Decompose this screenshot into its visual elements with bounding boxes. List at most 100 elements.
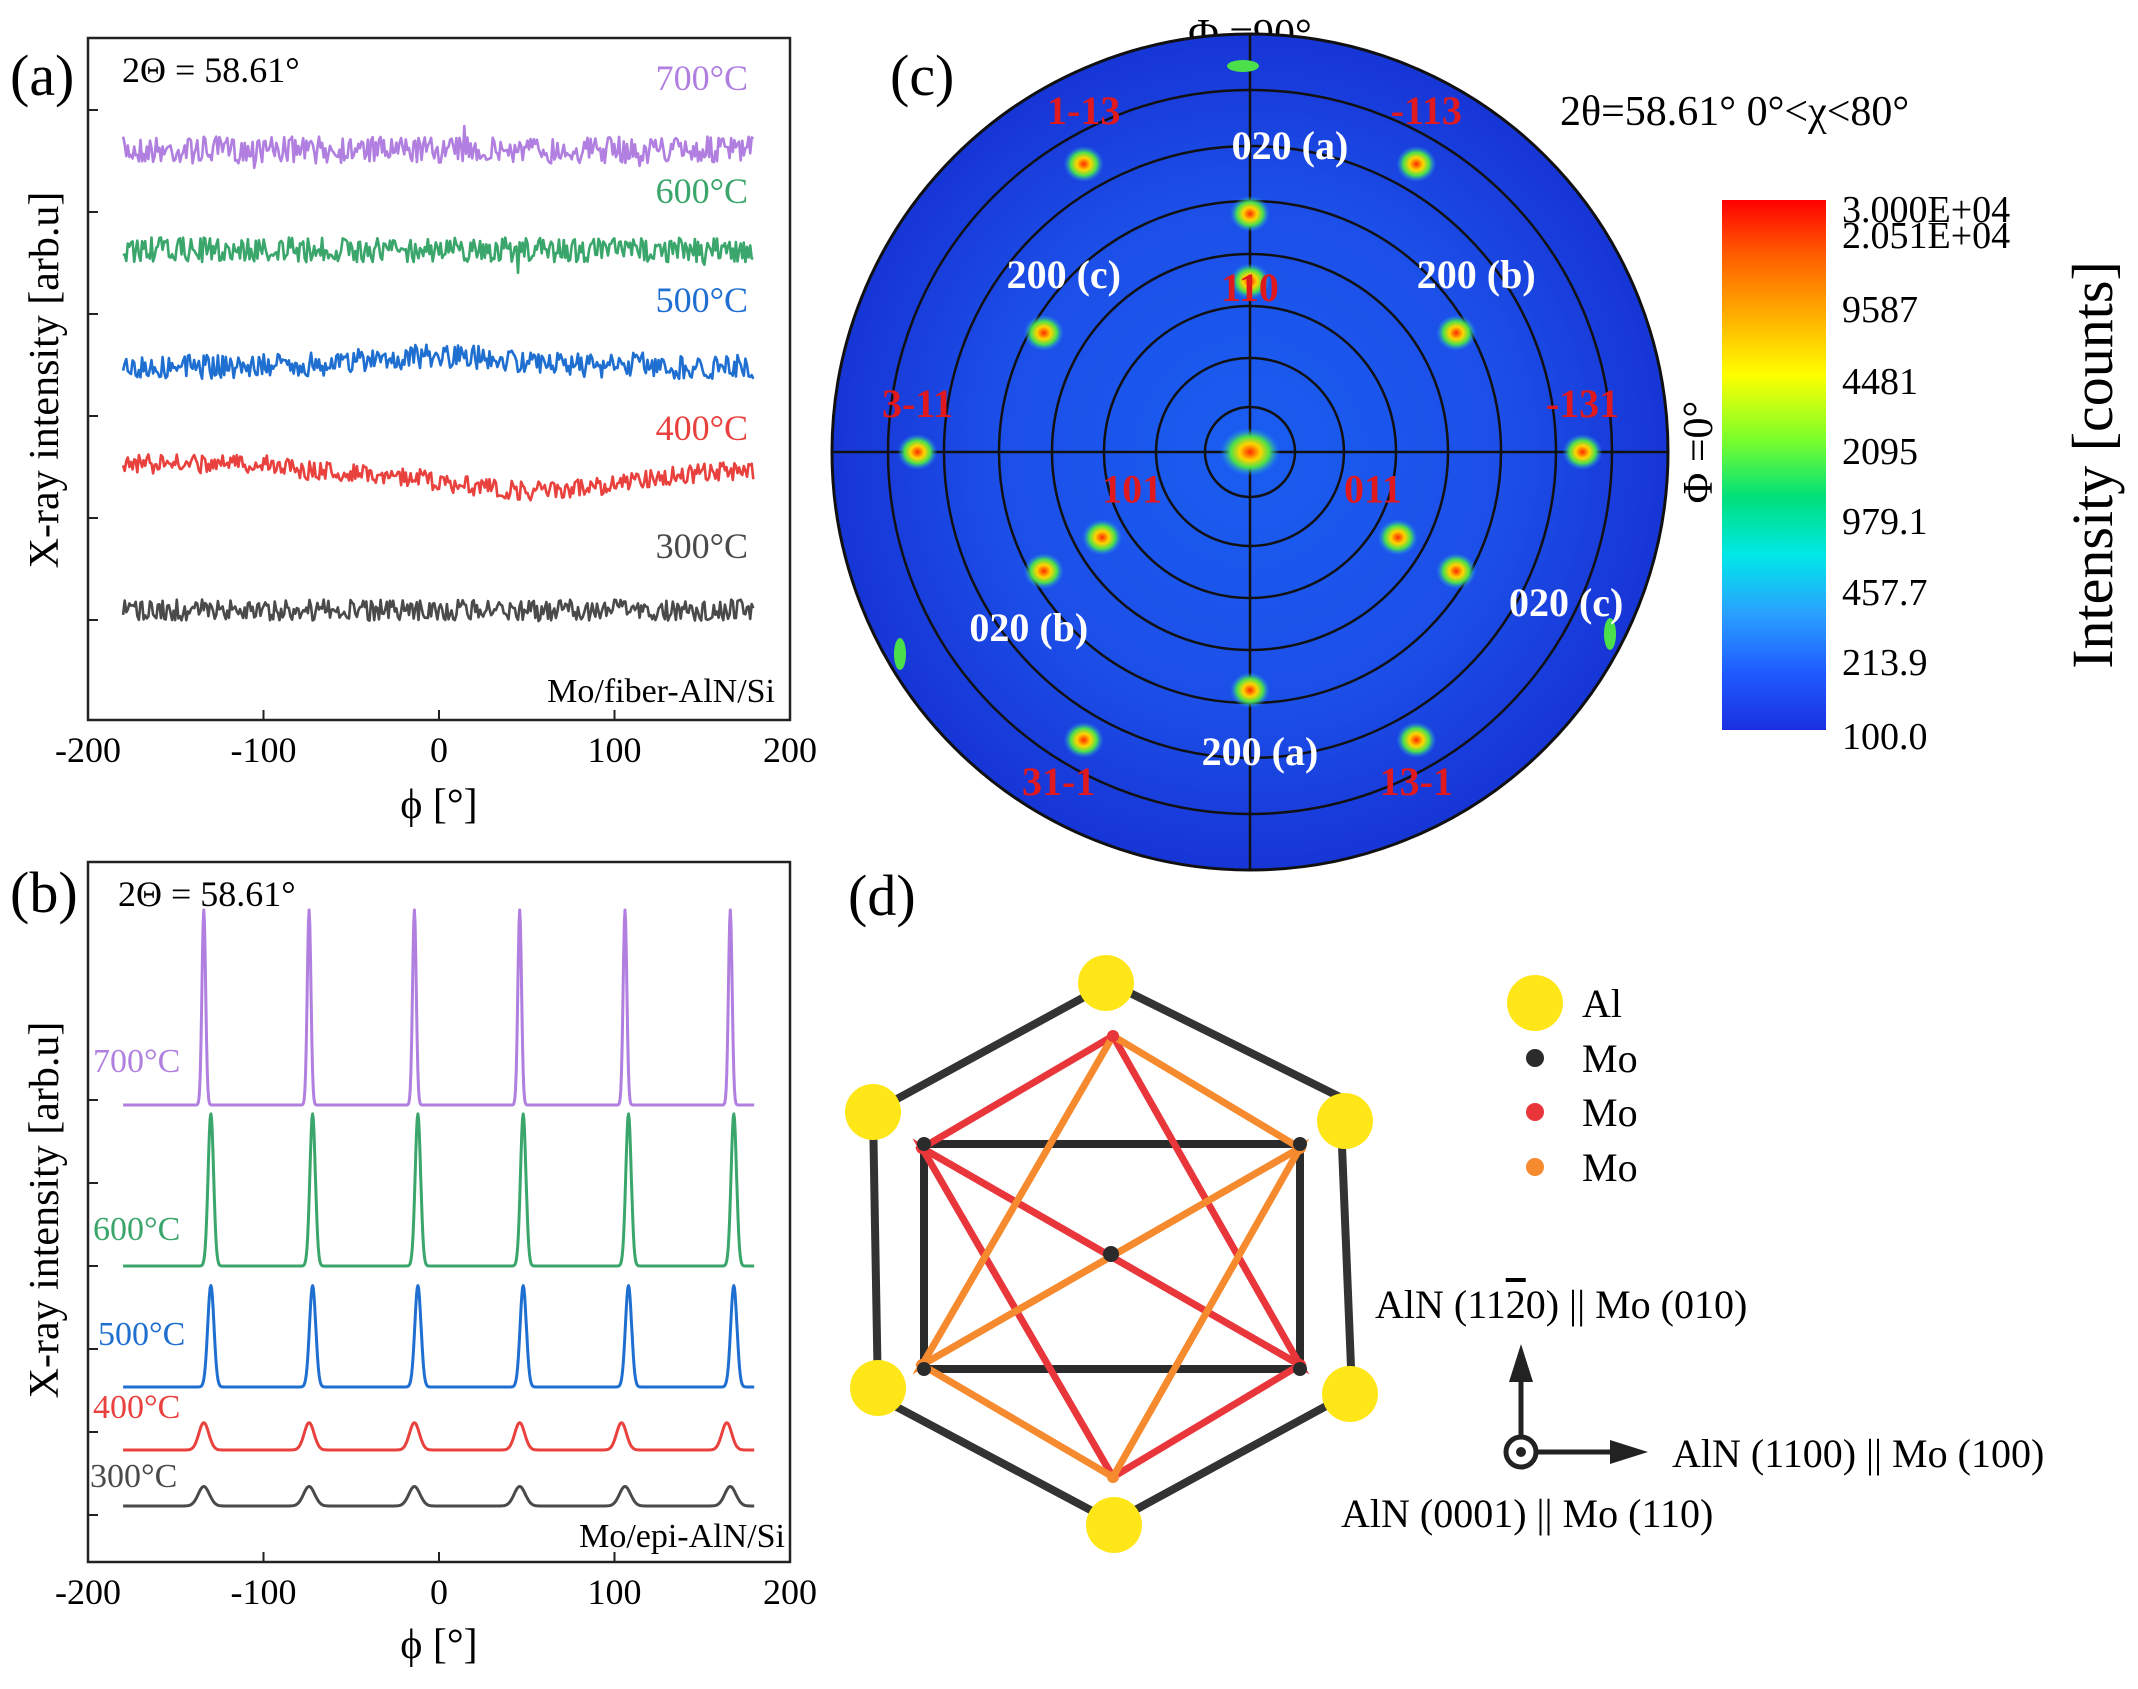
panel-b-series-line (122, 1421, 755, 1452)
pole-figure-spots (894, 60, 1616, 758)
legend-label: Mo (1582, 1145, 1638, 1190)
panel-b-series-label: 600°C (93, 1211, 180, 1248)
panel-a-series-line (121, 453, 755, 502)
pole-label: 31-1 (1022, 759, 1095, 804)
pole-spot (1082, 519, 1123, 556)
mo-orange-triangle-2 (915, 1138, 1310, 1482)
pole-spot-edge (1227, 60, 1259, 72)
pole-spot-edge (1604, 618, 1616, 650)
axis-out-label: AlN (0001) || Mo (110) (1341, 1491, 1713, 1536)
panel-a-xtick-label: 100 (588, 730, 642, 770)
axis-right-arrowhead (1610, 1440, 1648, 1464)
panel-a-xtick-label: 0 (430, 730, 448, 770)
pole-label: 200 (b) (1417, 252, 1536, 297)
pole-spot (1436, 314, 1477, 351)
panel-a-annotation: Mo/fiber-AlN/Si (547, 673, 775, 710)
panel-a-series-label: 300°C (656, 526, 748, 566)
panel-a: (a) 2Θ = 58.61° Mo/fiber-AlN/Si ϕ [°] X-… (10, 36, 817, 828)
mo-red-atom (1107, 1030, 1119, 1042)
panel-a-series-label: 700°C (656, 58, 748, 98)
colorbar (1722, 200, 1826, 730)
panel-a-series-line (121, 124, 755, 170)
pole-spot (1230, 263, 1270, 300)
axis-up-label: AlN (1120) || Mo (010) (1375, 1282, 1747, 1327)
pole-spot (897, 434, 938, 470)
panel-b-ylabel: X-ray intensity [arb.u] (22, 1022, 68, 1399)
pole-spot (1063, 146, 1104, 182)
pole-label: 13-1 (1380, 759, 1453, 804)
pole-figure-title: 2θ=58.61° 0°<χ<80° (1560, 89, 1909, 135)
colorbar-label: Intensity [counts] (2060, 261, 2125, 669)
axis-out-dot (1516, 1447, 1526, 1457)
pole-label: 200 (c) (1007, 252, 1121, 297)
panel-a-series (121, 124, 755, 623)
pole-spot (1063, 722, 1104, 758)
pole-spot (1230, 672, 1270, 709)
panel-b-series-label: 400°C (93, 1389, 180, 1426)
panel-b-ticks: -200 -100 0 100 200 (55, 1099, 817, 1612)
legend-label: Mo (1582, 1090, 1638, 1135)
panel-a-series-labels: 700°C 600°C 500°C 400°C 300°C (656, 58, 748, 566)
panel-b-series-line (122, 908, 755, 1107)
panel-b: (b) 2Θ = 58.61° Mo/epi-AlN/Si ϕ [°] X-ra… (10, 860, 817, 1668)
mo-red-triangle-2 (912, 1138, 1307, 1482)
mo-orange-triangle-1 (912, 1031, 1307, 1375)
al-atom (845, 1084, 901, 1140)
panel-b-series-line (122, 1112, 755, 1268)
panel-b-series (122, 908, 755, 1508)
pole-figure-labels: 020 (a) 200 (a) 200 (b) 200 (c) 020 (b) 020 (… (882, 88, 1623, 804)
legend-label: Mo (1582, 1036, 1638, 1081)
panel-c: (c) Φ =90° 2θ=58.61° 0°<χ<80° 020 (a)200… (830, 12, 2125, 872)
mo-black-atom (917, 1137, 931, 1151)
panel-b-frame (86, 860, 792, 1564)
pole-label: 3-11 (882, 381, 953, 426)
panel-c-label: (c) (890, 43, 954, 108)
panel-a-series-label: 500°C (656, 280, 748, 320)
pole-spot-edge (894, 638, 906, 670)
panel-a-series-line (122, 236, 754, 275)
pole-label: 020 (b) (969, 605, 1088, 650)
mo-rectangle (920, 1140, 1304, 1373)
mo-center-atom (1103, 1246, 1119, 1262)
panel-a-ylabel: X-ray intensity [arb.u] (22, 192, 68, 569)
panel-b-title: 2Θ = 58.61° (118, 874, 296, 914)
panel-d-label: (d) (848, 863, 916, 928)
panel-b-series-line (122, 1284, 755, 1389)
panel-a-xtick-label: -200 (55, 730, 121, 770)
pole-spot (1023, 314, 1064, 351)
pole-label: 101 (1102, 466, 1162, 511)
colorbar-tick-label: 3.000E+04 (1842, 189, 2010, 231)
mo-red-triangle-1 (915, 1031, 1310, 1375)
axis-up-arrowhead (1509, 1344, 1533, 1382)
panel-b-series-label: 700°C (93, 1043, 180, 1080)
panel-a-series-label: 400°C (656, 408, 748, 448)
mo-black-atom (1293, 1137, 1307, 1151)
legend: Al Mo Mo Mo (1507, 975, 1638, 1190)
panel-b-label: (b) (10, 860, 78, 925)
colorbar-tick-label: 2.051E+04 (1842, 215, 2010, 257)
pole-spot (1396, 146, 1437, 182)
panel-b-xtick-label: -200 (55, 1572, 121, 1612)
pole-spot (1396, 722, 1437, 758)
pole-label: -131 (1546, 381, 1619, 426)
colorbar-tick-label: 2095 (1842, 431, 1918, 473)
pole-label: 110 (1221, 265, 1279, 310)
panel-b-annotation: Mo/epi-AlN/Si (579, 1518, 785, 1555)
pole-spot (1377, 519, 1418, 556)
pole-figure-phi0-label: Φ =0° (1676, 401, 1722, 504)
legend-marker (1526, 1158, 1544, 1176)
panel-a-xtick-label: 200 (763, 730, 817, 770)
panel-b-xtick-label: 0 (430, 1572, 448, 1612)
pole-label: 020 (a) (1232, 123, 1349, 168)
colorbar-tick-label: 979.1 (1842, 501, 1928, 543)
pole-spot (1230, 195, 1270, 232)
al-atom (1078, 955, 1134, 1011)
panel-a-series-line (121, 598, 755, 623)
pole-label: -113 (1391, 88, 1462, 133)
legend-marker (1526, 1103, 1544, 1121)
axis-right-label: AlN (1100) || Mo (100) (1672, 1431, 2044, 1476)
panel-b-series-line (122, 1485, 755, 1508)
panel-a-series-label: 600°C (656, 171, 748, 211)
panel-d: (d) Al Mo Mo Mo AlN (1120) || Mo (010) AlN … (845, 863, 2044, 1553)
